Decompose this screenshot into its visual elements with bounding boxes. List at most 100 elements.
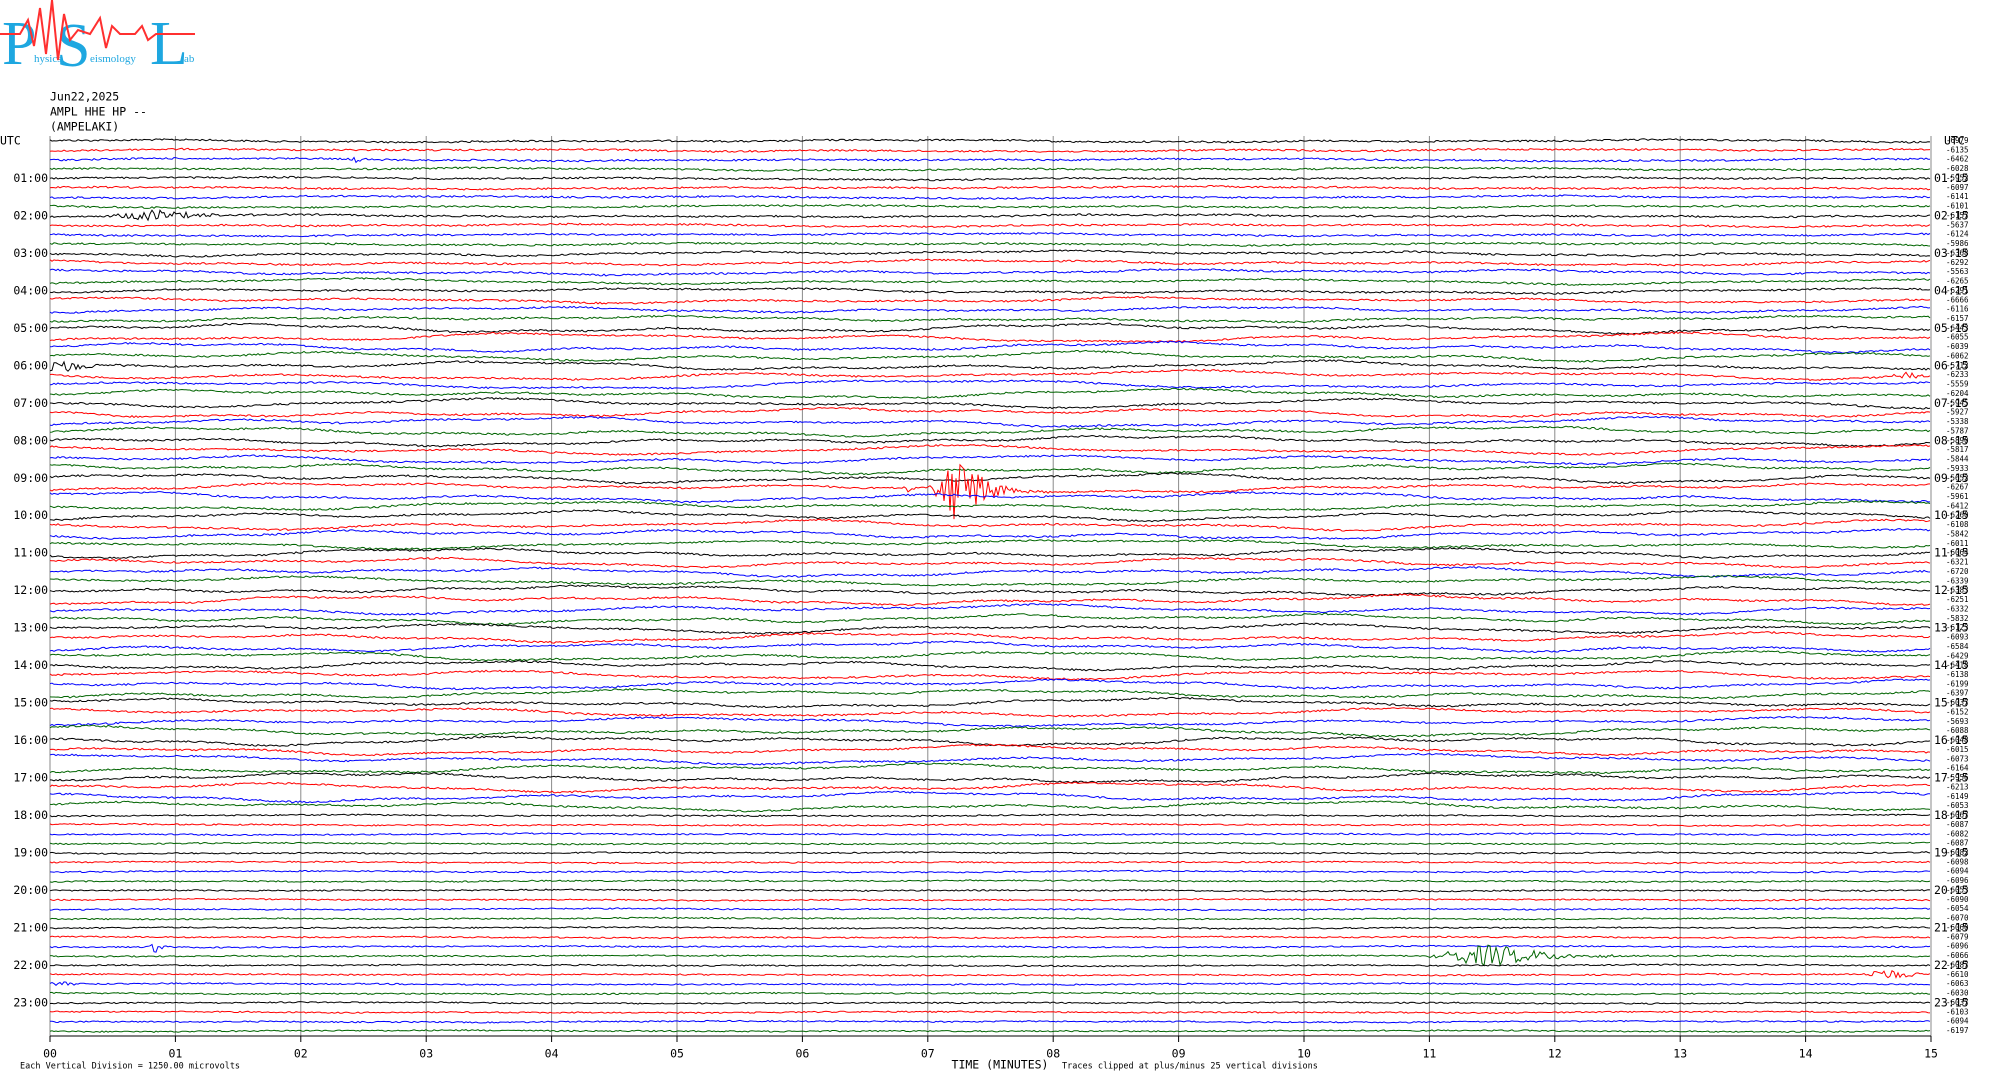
trace — [49, 888, 1931, 893]
trace-offset: -6149 — [1946, 792, 1969, 801]
trace-offset: -5787 — [1946, 426, 1969, 435]
trace — [49, 622, 1931, 635]
trace-offset: -6079 — [1946, 932, 1969, 941]
trace — [49, 879, 1931, 884]
trace — [49, 415, 1931, 428]
hour-label: 21:15 — [1934, 920, 1969, 934]
trace — [49, 752, 1931, 766]
hour-label: 21:00 — [13, 920, 48, 934]
trace-offset: -5890 — [1946, 436, 1969, 445]
trace — [49, 790, 1930, 804]
trace — [49, 425, 1931, 438]
trace-offset: -5563 — [1946, 267, 1969, 276]
x-tick-label: 07 — [921, 1047, 935, 1061]
trace — [49, 822, 1931, 827]
channel: AMPL HHE HP -- — [50, 105, 147, 119]
trace-offset: -6321 — [1946, 558, 1969, 567]
hour-label: 05:15 — [1934, 321, 1969, 335]
trace-offset: -6260 — [1946, 511, 1969, 520]
trace-offset: -6063 — [1946, 979, 1969, 988]
x-tick-label: 02 — [294, 1047, 308, 1061]
trace-offset: -6267 — [1946, 483, 1969, 492]
x-tick-label: 00 — [43, 1047, 57, 1061]
trace-offset: -6123 — [1946, 623, 1969, 632]
trace — [49, 322, 1931, 335]
trace-offset: -6015 — [1946, 745, 1969, 754]
trace — [49, 249, 1931, 258]
trace — [49, 916, 1931, 921]
trace — [49, 669, 1931, 681]
trace-offset: -6251 — [1946, 595, 1969, 604]
trace-offset: -6028 — [1946, 164, 1969, 173]
trace-offset: -6060 — [1946, 923, 1969, 932]
trace — [49, 463, 1931, 520]
trace-offset: -6368 — [1946, 248, 1969, 257]
x-tick-label: 04 — [545, 1047, 559, 1061]
trace — [49, 944, 1931, 967]
hour-label: 03:15 — [1934, 246, 1969, 260]
trace — [49, 462, 1931, 476]
trace — [49, 397, 1931, 410]
trace — [49, 203, 1931, 210]
hour-label: 14:00 — [13, 658, 48, 672]
trace — [49, 678, 1931, 691]
trace-offset: -6397 — [1946, 689, 1969, 698]
x-tick-label: 05 — [670, 1047, 684, 1061]
trace-offset: -5652 — [1946, 473, 1969, 482]
x-tick-label: 06 — [795, 1047, 809, 1061]
trace-offset: -5952 — [1946, 173, 1969, 182]
trace — [49, 556, 1931, 569]
hour-label: 06:00 — [13, 358, 48, 372]
trace — [49, 659, 1931, 672]
trace-offset: -6082 — [1946, 848, 1969, 857]
trace-offset: -6116 — [1946, 305, 1969, 314]
x-tick-label: 01 — [168, 1047, 182, 1061]
trace — [50, 1019, 1931, 1024]
x-tick-label: 09 — [1172, 1047, 1186, 1061]
trace — [49, 584, 1931, 597]
trace — [49, 724, 1931, 738]
trace-offset: -5817 — [1946, 445, 1969, 454]
trace-offset: -6610 — [1946, 970, 1969, 979]
hour-label: 08:15 — [1934, 433, 1969, 447]
trace — [49, 715, 1931, 728]
trace — [50, 735, 1931, 747]
trace — [49, 166, 1931, 172]
x-tick-label: 12 — [1548, 1047, 1562, 1061]
x-tick-label: 10 — [1297, 1047, 1311, 1061]
trace-offset: -6418 — [1946, 661, 1969, 670]
trace-offset: -6053 — [1946, 885, 1969, 894]
trace-offset: -6197 — [1946, 1026, 1969, 1035]
x-tick-label: 13 — [1673, 1047, 1687, 1061]
trace-offset: -5844 — [1946, 455, 1969, 464]
trace — [49, 138, 1931, 144]
trace-offset: -5961 — [1946, 492, 1969, 501]
trace-offset: -6087 — [1946, 960, 1969, 969]
trace — [49, 575, 1931, 587]
trace — [49, 500, 1931, 513]
trace — [49, 349, 1931, 363]
logo-wave — [0, 0, 195, 61]
trace — [49, 241, 1931, 247]
hour-label: 04:15 — [1934, 283, 1969, 297]
hour-label: 19:15 — [1934, 846, 1969, 860]
trace-offset: -6141 — [1946, 192, 1969, 201]
hour-label: 18:15 — [1934, 808, 1969, 822]
trace — [49, 869, 1931, 874]
trace-offset: -6233 — [1946, 370, 1969, 379]
trace — [49, 687, 1931, 700]
logo-letter: P — [2, 10, 36, 78]
trace-offset: -6087 — [1946, 839, 1969, 848]
trace-offset: -6204 — [1946, 389, 1969, 398]
trace — [49, 603, 1931, 616]
trace-offset: -6213 — [1946, 782, 1969, 791]
trace — [49, 359, 1931, 372]
trace — [49, 772, 1931, 784]
trace — [49, 406, 1931, 419]
trace-offset: -5832 — [1946, 614, 1969, 623]
hour-label: 17:00 — [13, 771, 48, 785]
trace — [49, 434, 1931, 448]
trace — [49, 1001, 1931, 1005]
